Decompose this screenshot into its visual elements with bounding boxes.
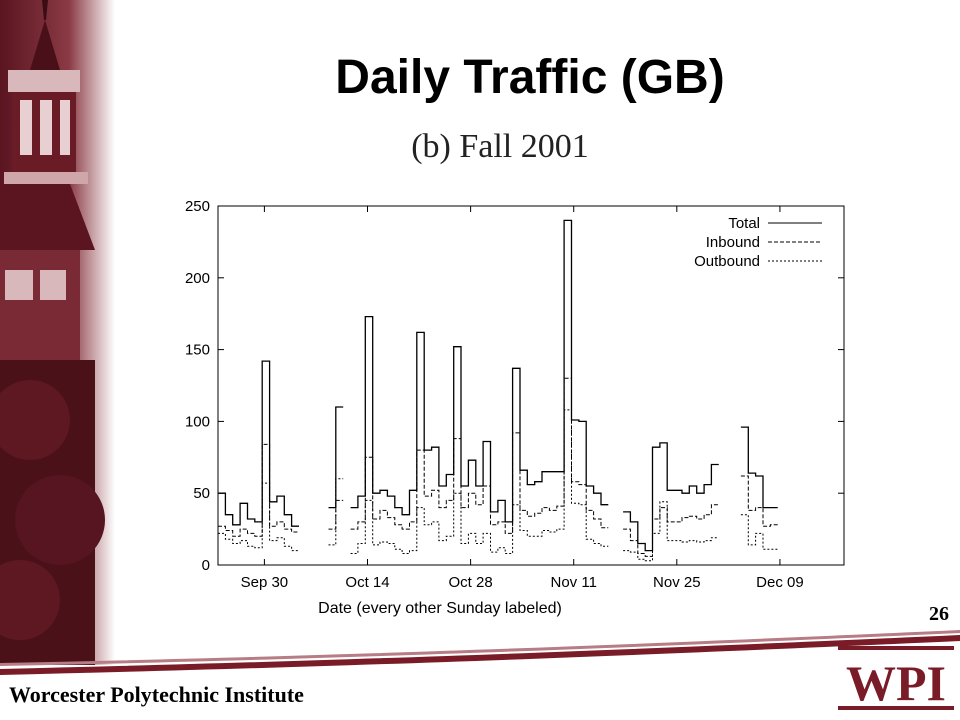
series-line-outbound bbox=[218, 409, 778, 562]
svg-text:WPI: WPI bbox=[846, 655, 946, 711]
slide-title: Daily Traffic (GB) bbox=[335, 51, 725, 104]
building-photo bbox=[0, 0, 115, 665]
legend-label: Total bbox=[728, 215, 760, 232]
x-tick-label: Oct 28 bbox=[449, 574, 493, 591]
y-tick-label: 250 bbox=[185, 198, 210, 215]
wpi-logo: WPI bbox=[838, 646, 954, 711]
daily-traffic-chart: 0 50 100 150 200 250 Sep 30 Oct 14 Oct 28 Nov 11 N… bbox=[185, 198, 845, 617]
x-tick-label: Oct 14 bbox=[345, 574, 389, 591]
slide-number: 26 bbox=[929, 603, 949, 625]
footer-swoosh bbox=[0, 630, 960, 675]
series bbox=[218, 219, 778, 562]
y-tick-label: 0 bbox=[202, 557, 210, 574]
series-line-total bbox=[218, 219, 778, 552]
x-tick-label: Dec 09 bbox=[756, 574, 804, 591]
legend: Total Inbound Outbound bbox=[694, 215, 822, 270]
chart-subtitle: (b) Fall 2001 bbox=[411, 128, 589, 165]
x-tick-label: Nov 11 bbox=[551, 574, 597, 591]
y-tick-label: 100 bbox=[185, 413, 210, 430]
x-tick-label: Sep 30 bbox=[241, 574, 289, 591]
plot-frame bbox=[217, 205, 845, 566]
x-axis-label: Date (every other Sunday labeled) bbox=[318, 600, 562, 617]
axes: 0 50 100 150 200 250 Sep 30 Oct 14 Oct 28 Nov 11 N… bbox=[185, 198, 845, 591]
y-tick-label: 150 bbox=[185, 342, 210, 359]
series-line-inbound bbox=[218, 377, 778, 557]
legend-label: Inbound bbox=[706, 234, 760, 251]
legend-label: Outbound bbox=[694, 253, 760, 270]
y-tick-label: 200 bbox=[185, 270, 210, 287]
x-tick-label: Nov 25 bbox=[653, 574, 701, 591]
footer-institution-name: Worcester Polytechnic Institute bbox=[9, 682, 304, 707]
y-tick-label: 50 bbox=[193, 485, 210, 502]
